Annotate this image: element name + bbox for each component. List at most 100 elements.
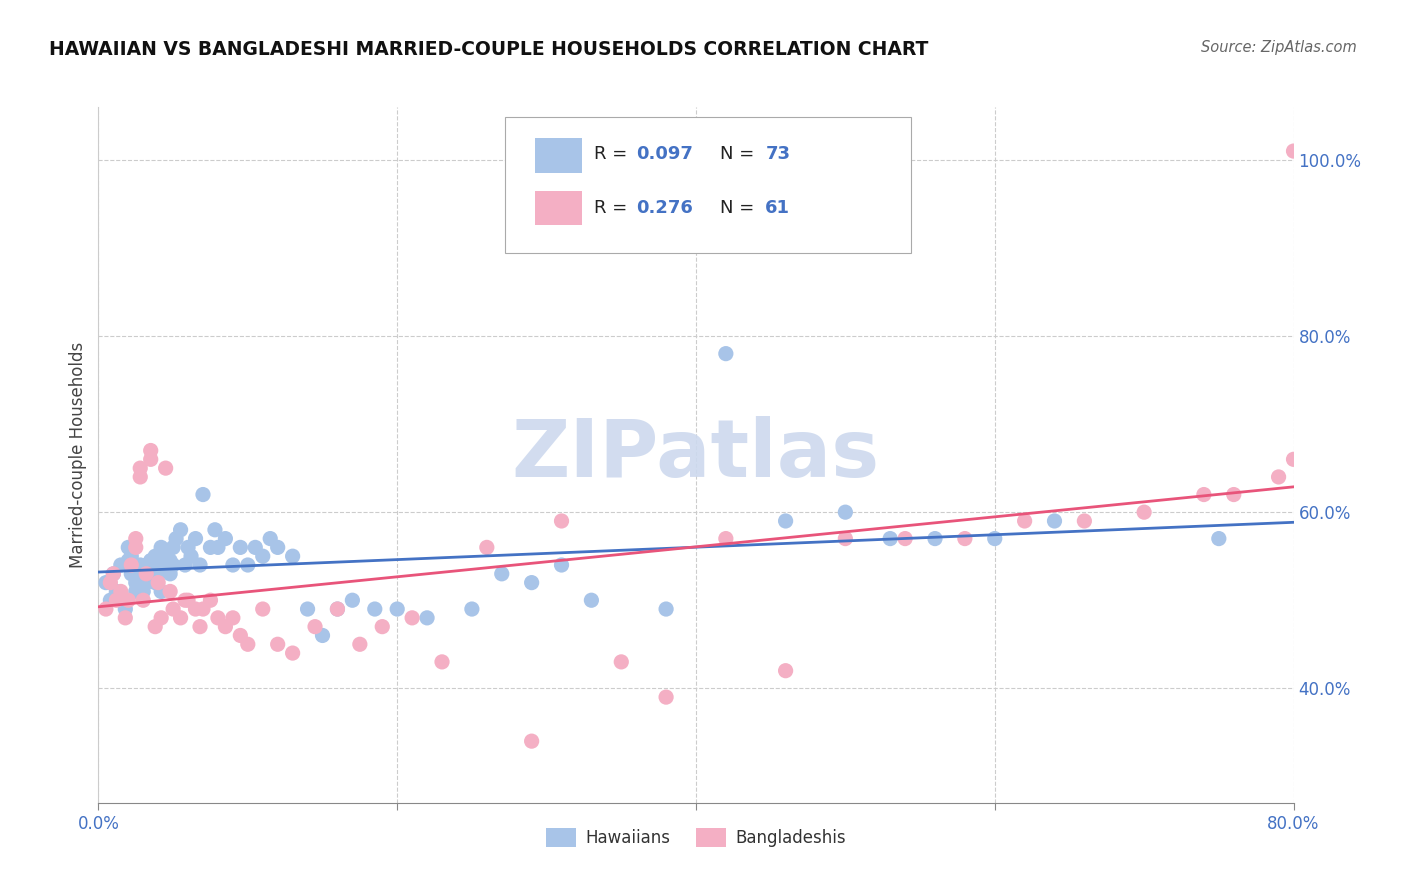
Point [222,558,245,572]
Point [150,541,173,555]
FancyBboxPatch shape [534,138,582,173]
Point [148,566,170,581]
Point [129,470,152,484]
Point [550,514,572,528]
Text: 0.097: 0.097 [636,145,693,163]
Point [103,566,125,581]
Text: ZIPatlas: ZIPatlas [512,416,880,494]
Point [129,575,152,590]
Point [132,593,155,607]
Point [520,734,543,748]
Point [984,532,1007,546]
Point [953,532,976,546]
Point [775,514,797,528]
Point [114,602,136,616]
Point [125,541,148,555]
Point [125,584,148,599]
Point [94,575,117,590]
Point [105,584,128,599]
Point [775,664,797,678]
Point [165,532,187,546]
Point [342,593,364,607]
Point [1282,452,1305,467]
Point [188,620,211,634]
Point [159,584,181,599]
Point [297,602,319,616]
Text: Source: ZipAtlas.com: Source: ZipAtlas.com [1201,40,1357,55]
Point [924,532,946,546]
Point [475,541,498,555]
Point [184,602,207,616]
Point [129,558,152,572]
Point [132,566,155,581]
Point [281,549,304,564]
Point [135,558,157,572]
Point [236,558,259,572]
Point [200,541,222,555]
Point [150,584,173,599]
Point [117,541,139,555]
Point [229,541,252,555]
FancyBboxPatch shape [505,118,911,253]
Point [326,602,349,616]
Point [222,611,245,625]
Point [610,655,633,669]
Point [834,532,856,546]
Point [267,637,290,651]
Point [120,566,142,581]
Point [207,541,229,555]
Point [326,602,349,616]
Point [159,566,181,581]
Point [1282,144,1305,158]
Point [214,620,236,634]
Point [135,566,157,581]
Point [714,346,737,360]
Point [349,637,371,651]
Point [461,602,484,616]
Point [120,558,142,572]
Point [184,532,207,546]
Point [117,593,139,607]
Point [834,505,856,519]
Point [1073,514,1095,528]
Point [214,532,236,546]
Point [188,558,211,572]
Point [655,690,678,705]
FancyBboxPatch shape [534,191,582,226]
Point [430,655,453,669]
Point [177,541,200,555]
Point [139,452,162,467]
Point [117,553,139,567]
Point [385,602,409,616]
Text: N =: N = [720,145,759,163]
Point [879,532,901,546]
Point [125,532,148,546]
Point [1267,470,1289,484]
Point [191,602,214,616]
Point [191,487,214,501]
Point [159,553,181,567]
Point [139,553,162,567]
Point [120,549,142,564]
Point [180,549,202,564]
Point [207,611,229,625]
Point [169,523,191,537]
Point [150,611,173,625]
Point [281,646,304,660]
Point [245,541,267,555]
Point [1043,514,1066,528]
Point [98,575,122,590]
Point [1192,487,1215,501]
Point [143,575,166,590]
Point [311,628,333,642]
Point [416,611,439,625]
Point [162,541,184,555]
Point [143,549,166,564]
Point [200,593,222,607]
Point [155,558,177,572]
Point [236,637,259,651]
Point [155,549,177,564]
Point [520,575,543,590]
Point [114,611,136,625]
Text: HAWAIIAN VS BANGLADESHI MARRIED-COUPLE HOUSEHOLDS CORRELATION CHART: HAWAIIAN VS BANGLADESHI MARRIED-COUPLE H… [49,40,928,59]
